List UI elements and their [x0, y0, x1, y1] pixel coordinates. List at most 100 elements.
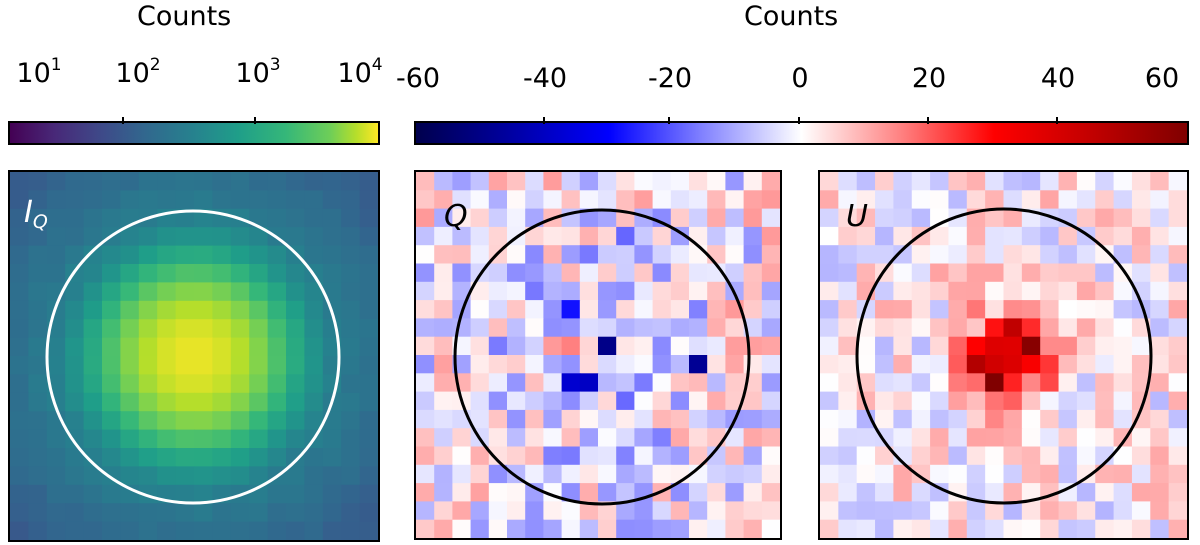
u-pixel: [820, 300, 839, 319]
iq-pixel: [138, 429, 158, 449]
u-pixel: [930, 519, 950, 538]
iq-pixel: [286, 264, 305, 283]
q-pixel: [761, 409, 780, 429]
iq-pixel: [83, 374, 103, 394]
iq-pixel: [10, 484, 29, 504]
panel-u-label: U: [846, 199, 868, 234]
q-pixel: [743, 190, 763, 210]
q-pixel: [525, 336, 544, 356]
u-pixel: [930, 226, 950, 246]
q-pixel: [670, 428, 690, 448]
q-pixel: [434, 281, 453, 301]
u-pixel: [856, 428, 876, 448]
iq-pixel: [194, 356, 213, 375]
q-pixel: [452, 519, 472, 538]
iq-pixel: [138, 172, 158, 191]
u-pixel: [1076, 190, 1096, 210]
q-pixel: [689, 373, 708, 393]
iq-pixel: [359, 503, 378, 523]
u-pixel: [1168, 336, 1187, 356]
iq-pixel: [175, 172, 195, 191]
u-pixel: [1095, 483, 1115, 502]
q-pixel: [579, 281, 599, 301]
q-pixel: [707, 263, 726, 283]
colorbar-right-tick-label: 60: [1144, 63, 1180, 94]
q-pixel: [488, 446, 508, 466]
iq-pixel: [212, 282, 232, 302]
iq-pixel: [304, 172, 324, 191]
q-pixel: [543, 446, 563, 466]
colorbar-left-tick: [122, 117, 124, 124]
iq-pixel: [46, 172, 66, 191]
q-pixel: [507, 300, 526, 319]
u-pixel: [911, 391, 931, 411]
iq-pixel: [230, 300, 250, 320]
q-pixel: [470, 409, 490, 429]
q-pixel: [416, 391, 435, 411]
q-pixel: [743, 226, 763, 246]
u-pixel: [1095, 446, 1115, 466]
u-pixel: [1095, 336, 1115, 356]
colorbar-right-title: Counts: [744, 1, 839, 32]
iq-pixel: [286, 356, 305, 375]
u-pixel: [911, 318, 931, 338]
u-pixel: [1058, 172, 1078, 191]
u-pixel: [911, 245, 931, 265]
u-pixel: [1003, 263, 1023, 283]
heatmap-q: [416, 172, 780, 538]
q-pixel: [652, 281, 672, 301]
q-pixel: [743, 391, 763, 411]
u-pixel: [1058, 373, 1078, 393]
iq-pixel: [102, 374, 121, 394]
iq-pixel: [249, 448, 269, 467]
iq-pixel: [83, 190, 103, 210]
iq-pixel: [304, 448, 324, 467]
u-pixel: [1040, 355, 1060, 374]
q-pixel: [652, 464, 672, 484]
u-pixel: [1003, 446, 1023, 466]
iq-pixel: [102, 503, 121, 523]
iq-pixel: [230, 392, 250, 412]
iq-pixel: [249, 190, 269, 210]
u-pixel: [930, 263, 950, 283]
u-pixel: [985, 519, 1005, 538]
iq-pixel: [83, 411, 103, 431]
iq-pixel: [212, 521, 232, 540]
u-pixel: [856, 226, 876, 246]
u-pixel: [1076, 409, 1096, 429]
u-pixel: [893, 391, 913, 411]
q-pixel: [670, 336, 690, 356]
u-pixel: [856, 190, 876, 210]
q-pixel: [616, 428, 635, 448]
q-pixel: [598, 373, 617, 393]
u-pixel: [966, 226, 986, 246]
iq-pixel: [120, 521, 140, 540]
iq-pixel: [194, 319, 213, 339]
u-pixel: [1168, 501, 1187, 521]
q-pixel: [634, 300, 654, 319]
q-pixel: [743, 300, 763, 319]
iq-pixel: [28, 264, 48, 283]
u-pixel: [1040, 318, 1060, 338]
u-pixel: [1076, 300, 1096, 319]
u-pixel: [966, 172, 986, 191]
u-pixel: [1021, 226, 1041, 246]
u-pixel: [1021, 172, 1041, 191]
q-pixel: [598, 519, 617, 538]
q-pixel: [561, 519, 581, 538]
q-pixel: [598, 281, 617, 301]
q-pixel: [725, 226, 745, 246]
u-pixel: [911, 373, 931, 393]
u-pixel: [966, 263, 986, 283]
iq-pixel: [249, 411, 269, 431]
iq-pixel: [249, 227, 269, 247]
u-pixel: [985, 190, 1005, 210]
colorbar-right-tick-label: 20: [911, 63, 947, 94]
u-pixel: [985, 409, 1005, 429]
u-pixel: [1131, 409, 1151, 429]
iq-pixel: [359, 245, 378, 265]
q-pixel: [598, 318, 617, 338]
u-pixel: [838, 172, 858, 191]
q-pixel: [689, 355, 708, 374]
iq-pixel: [267, 319, 287, 339]
